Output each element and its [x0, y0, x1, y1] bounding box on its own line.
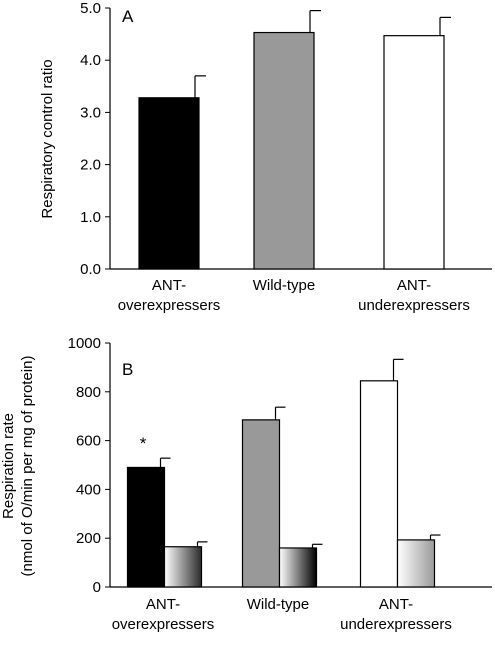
panel-a-chart: A Respiratory control ratio 0.0 1.0 2.0 3.0…: [39, 0, 492, 314]
panel-b-y-tick-label: 600: [76, 433, 101, 450]
panel-a-y-tick-label: 0.0: [80, 261, 101, 278]
panel-a-y-tick-label: 2.0: [80, 157, 101, 174]
panel-b-y-tick-label: 800: [76, 384, 101, 401]
panel-b-significance-marker: *: [140, 434, 147, 453]
panel-b-y-tick-label: 400: [76, 481, 101, 498]
panel-b-y-tick-label: 0: [93, 579, 101, 596]
panel-a-category-label: ANT-: [397, 277, 431, 294]
panel-a-category-label: ANT-: [152, 277, 186, 294]
panel-b-category-label: ANT-: [146, 596, 180, 613]
panel-b-y-tick-label: 1000: [68, 335, 101, 352]
panel-b-y-axis-title-line-1: Respiration rate: [0, 413, 17, 519]
panel-b-bar: [241, 419, 281, 588]
panel-a-y-tick-label: 4.0: [80, 52, 101, 69]
panel-b-bar: [126, 466, 166, 588]
panel-a-y-tick-label: 3.0: [80, 104, 101, 121]
panel-b-y-tick-label: 200: [76, 530, 101, 547]
panel-a-y-tick-label: 1.0: [80, 209, 101, 226]
panel-a-y-axis-title: Respiratory control ratio: [39, 59, 56, 218]
panel-b-chart: B Respiration rate (nmol of O/min per mg…: [0, 335, 492, 633]
panel-b-bar: [359, 380, 399, 588]
panel-b-category-label: underexpressers: [340, 616, 452, 633]
panel-a-bar: [138, 97, 200, 270]
panel-a-category-label: Wild-type: [253, 277, 316, 294]
panel-b-category-label: Wild-type: [247, 596, 310, 613]
panel-a-bar: [253, 31, 315, 270]
panel-b-y-axis-title-line-2: (nmol of O/min per mg of protein): [19, 356, 36, 577]
panel-b-category-label: overexpressers: [112, 616, 215, 633]
panel-b-label: B: [122, 360, 133, 379]
panel-a-category-label: underexpressers: [358, 297, 470, 314]
panel-a-label: A: [122, 7, 134, 26]
panel-b-bar: [396, 539, 436, 588]
panel-a-y-tick-label: 5.0: [80, 0, 101, 17]
panel-b-bar: [163, 546, 203, 588]
panel-b-bar: [278, 547, 318, 588]
panel-b-category-label: ANT-: [379, 596, 413, 613]
panel-a-bar: [383, 35, 445, 270]
panel-a-category-label: overexpressers: [118, 297, 221, 314]
